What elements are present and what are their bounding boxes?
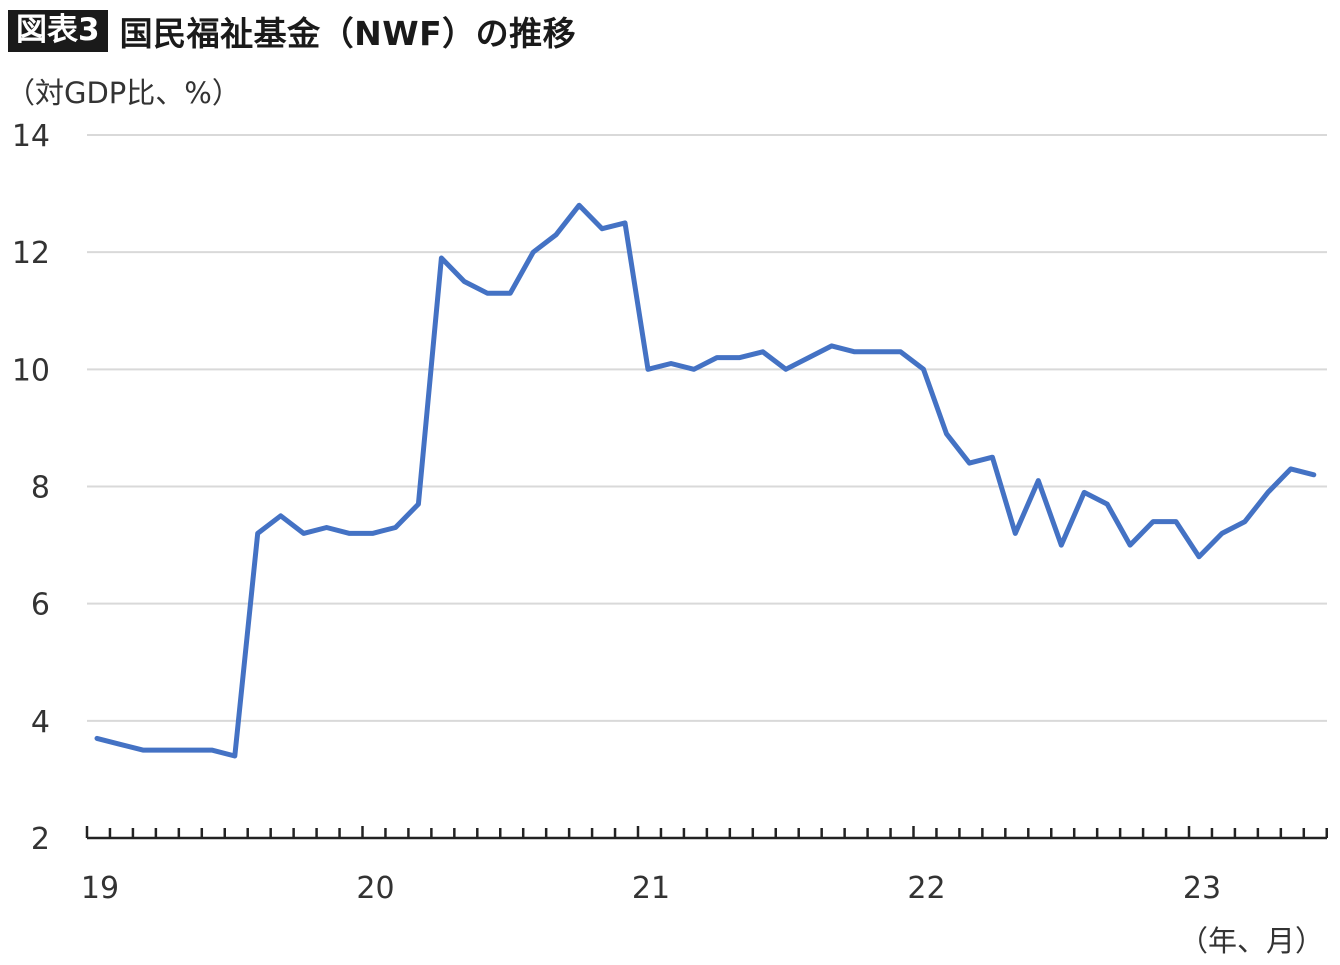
x-axis: 19 20 21 22 23	[81, 826, 1328, 906]
y-tick-label: 2	[31, 822, 50, 857]
y-tick-label: 4	[31, 705, 50, 740]
y-tick-label: 10	[12, 353, 50, 388]
y-axis-ticks: 2 4 6 8 10 12 14	[12, 119, 50, 857]
x-axis-unit-label: （年、月）	[1178, 924, 1324, 958]
x-tick-label: 21	[632, 871, 670, 906]
x-tick-label: 20	[356, 871, 394, 906]
x-tick-label: 23	[1183, 871, 1221, 906]
figure-badge: 図表3	[8, 9, 108, 53]
gridlines	[87, 134, 1327, 722]
x-tick-label: 22	[907, 871, 945, 906]
chart-title: 国民福祉基金（NWF）の推移	[119, 14, 577, 53]
y-axis-unit-label: （対GDP比、%）	[6, 76, 241, 110]
x-tick-label: 19	[81, 871, 119, 906]
series-layer	[94, 202, 1317, 759]
y-tick-label: 6	[31, 588, 50, 623]
y-tick-label: 8	[31, 471, 50, 506]
series-line-0	[94, 202, 1317, 759]
chart-title-row: 図表3 国民福祉基金（NWF）の推移	[8, 8, 576, 54]
y-tick-label: 12	[12, 236, 50, 271]
y-tick-label: 14	[12, 119, 50, 154]
